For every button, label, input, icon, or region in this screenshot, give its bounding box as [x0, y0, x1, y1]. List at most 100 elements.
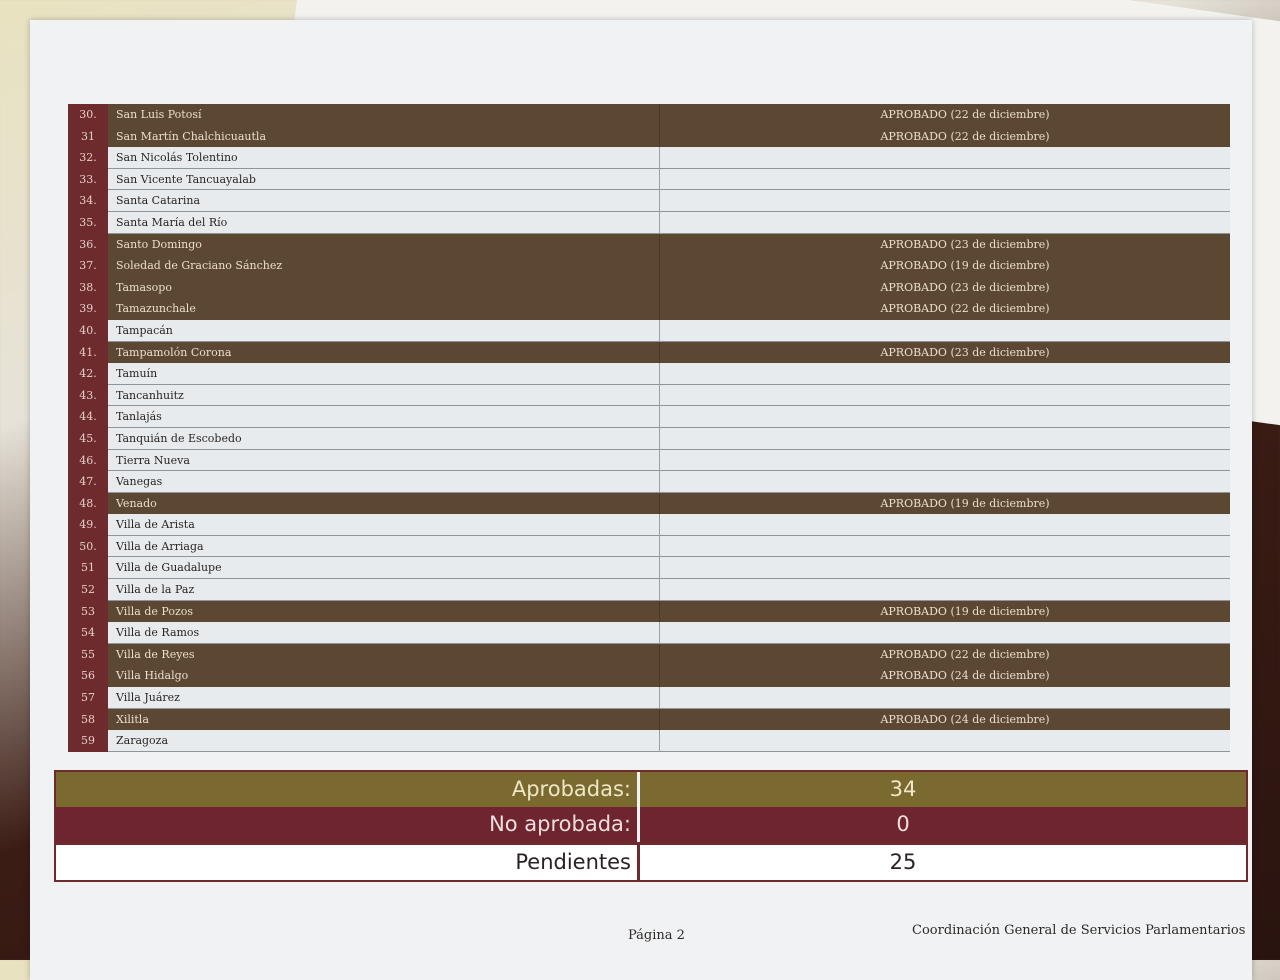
municipality-name: Villa de Reyes: [108, 643, 660, 666]
summary-table: Aprobadas: 34 No aprobada: 0 Pendientes …: [54, 770, 1248, 882]
municipality-name: Santo Domingo: [108, 233, 660, 256]
municipality-name: Villa de Guadalupe: [108, 557, 660, 580]
table-row: 42. Tamuín: [68, 363, 1230, 385]
approval-status: APROBADO (23 de diciembre): [660, 233, 1230, 256]
approval-status: APROBADO (22 de diciembre): [660, 104, 1230, 126]
row-number: 54: [68, 622, 108, 644]
approval-status: [660, 449, 1230, 472]
approval-status: [660, 190, 1230, 212]
municipality-name: Villa de la Paz: [108, 579, 660, 601]
approval-status: APROBADO (23 de diciembre): [660, 276, 1230, 299]
rejected-count: 0: [896, 812, 910, 836]
approval-status: APROBADO (23 de diciembre): [660, 341, 1230, 364]
pending-label: Pendientes: [56, 845, 640, 880]
row-number: 42.: [68, 363, 108, 385]
footer-organization: Coordinación General de Servicios Parlam…: [912, 923, 1246, 938]
table-row: 47. Vanegas: [68, 471, 1230, 493]
row-number: 41.: [68, 341, 108, 364]
approval-status: APROBADO (19 de diciembre): [660, 255, 1230, 277]
municipality-name: Zaragoza: [108, 730, 660, 752]
table-row: 30. San Luis Potosí APROBADO (22 de diciem…: [68, 104, 1230, 126]
approved-count: 34: [889, 777, 917, 801]
municipality-name: San Martín Chalchicuautla: [108, 125, 660, 148]
row-number: 31: [68, 125, 108, 148]
row-number: 55: [68, 643, 108, 666]
municipality-name: San Vicente Tancuayalab: [108, 168, 660, 191]
municipality-name: Villa Juárez: [108, 687, 660, 709]
approval-status: [660, 687, 1230, 709]
approval-status: APROBADO (19 de diciembre): [660, 492, 1230, 515]
table-row: 52 Villa de la Paz: [68, 579, 1230, 601]
row-number: 43.: [68, 384, 108, 407]
municipality-name: Vanegas: [108, 471, 660, 493]
municipality-name: Santa Catarina: [108, 190, 660, 212]
row-number: 58: [68, 708, 108, 731]
approval-status: [660, 535, 1230, 558]
table-row: 46. Tierra Nueva: [68, 449, 1230, 472]
row-number: 53: [68, 600, 108, 623]
table-row: 31 San Martín Chalchicuautla APROBADO (22 …: [68, 125, 1230, 148]
municipality-name: San Luis Potosí: [108, 104, 660, 126]
rejected-label: No aprobada:: [56, 807, 640, 842]
municipality-name: Tierra Nueva: [108, 449, 660, 472]
row-number: 33.: [68, 168, 108, 191]
table-row: 37. Soledad de Graciano Sánchez APROBADO (…: [68, 255, 1230, 277]
row-number: 36.: [68, 233, 108, 256]
table-row: 54 Villa de Ramos: [68, 622, 1230, 644]
municipality-name: Tamuín: [108, 363, 660, 385]
approval-status: APROBADO (22 de diciembre): [660, 298, 1230, 320]
row-number: 49.: [68, 514, 108, 536]
table-row: 44. Tanlajás: [68, 406, 1230, 428]
approval-status: [660, 579, 1230, 601]
row-number: 37.: [68, 255, 108, 277]
table-row: 58 Xilitla APROBADO (24 de diciembre): [68, 708, 1230, 731]
municipality-name: Tampamolón Corona: [108, 341, 660, 364]
approval-status: [660, 147, 1230, 169]
table-row: 33. San Vicente Tancuayalab: [68, 168, 1230, 191]
document-page: 30. San Luis Potosí APROBADO (22 de diciem…: [30, 20, 1252, 980]
table-row: 38. Tamasopo APROBADO (23 de diciembre): [68, 276, 1230, 299]
summary-rejected-row: No aprobada: 0: [56, 807, 1246, 842]
approval-status: APROBADO (19 de diciembre): [660, 600, 1230, 623]
table-row: 34. Santa Catarina: [68, 190, 1230, 212]
row-number: 39.: [68, 298, 108, 320]
row-number: 50.: [68, 535, 108, 558]
row-number: 44.: [68, 406, 108, 428]
row-number: 48.: [68, 492, 108, 515]
row-number: 47.: [68, 471, 108, 493]
approval-status: APROBADO (24 de diciembre): [660, 665, 1230, 688]
approval-status: APROBADO (24 de diciembre): [660, 708, 1230, 731]
municipality-name: Tamasopo: [108, 276, 660, 299]
table-row: 35. Santa María del Río: [68, 211, 1230, 234]
table-row: 57 Villa Juárez: [68, 687, 1230, 709]
table-row: 49. Villa de Arista: [68, 514, 1230, 536]
row-number: 38.: [68, 276, 108, 299]
municipality-name: Venado: [108, 492, 660, 515]
table-row: 45. Tanquián de Escobedo: [68, 427, 1230, 450]
row-number: 56: [68, 665, 108, 688]
municipality-name: Tancanhuitz: [108, 384, 660, 407]
summary-approved-row: Aprobadas: 34: [56, 772, 1246, 807]
municipality-name: Villa de Pozos: [108, 600, 660, 623]
municipality-name: Villa Hidalgo: [108, 665, 660, 688]
row-number: 46.: [68, 449, 108, 472]
table-row: 56 Villa Hidalgo APROBADO (24 de diciembre…: [68, 665, 1230, 688]
municipality-name: Tampacán: [108, 319, 660, 342]
row-number: 45.: [68, 427, 108, 450]
row-number: 52: [68, 579, 108, 601]
row-number: 32.: [68, 147, 108, 169]
table-row: 40. Tampacán: [68, 319, 1230, 342]
row-number: 30.: [68, 104, 108, 126]
row-number: 51: [68, 557, 108, 580]
summary-pending-row: Pendientes 25: [56, 842, 1246, 880]
table-row: 48. Venado APROBADO (19 de diciembre): [68, 492, 1230, 515]
table-row: 32. San Nicolás Tolentino: [68, 147, 1230, 169]
approval-status: APROBADO (22 de diciembre): [660, 643, 1230, 666]
page-number: Página 2: [628, 928, 685, 943]
approval-status: [660, 406, 1230, 428]
approval-status: [660, 557, 1230, 580]
table-row: 39. Tamazunchale APROBADO (22 de diciembre…: [68, 298, 1230, 320]
pending-count: 25: [889, 850, 917, 874]
row-number: 59: [68, 730, 108, 752]
table-row: 51 Villa de Guadalupe: [68, 557, 1230, 580]
